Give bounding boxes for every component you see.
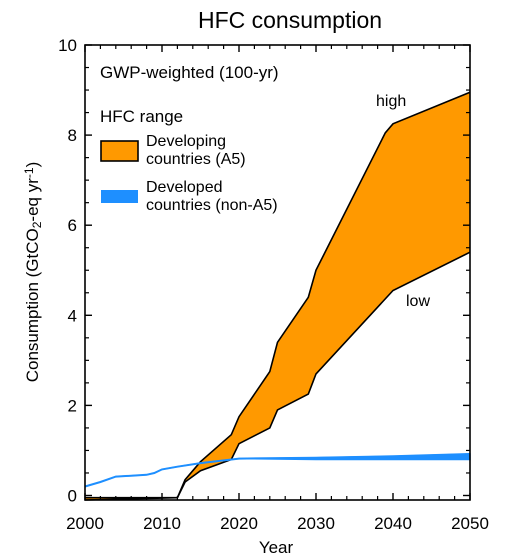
legend-label-developed-line2: countries (non-A5) — [146, 197, 278, 214]
legend: HFC range Developing countries (A5) Deve… — [100, 107, 278, 214]
y-tick-label: 10 — [58, 36, 77, 55]
legend-title: HFC range — [100, 107, 183, 126]
developing-high-line — [85, 91, 471, 499]
y-tick-label: 4 — [68, 306, 77, 325]
legend-label-developed-line1: Developed — [146, 179, 223, 196]
y-tick-label: 6 — [68, 216, 77, 235]
x-tick-label: 2050 — [451, 514, 489, 533]
y-label-end: ) — [23, 162, 42, 168]
x-tick-label: 2040 — [374, 514, 412, 533]
x-tick-label: 2020 — [220, 514, 258, 533]
y-label-sup: -1 — [22, 167, 36, 178]
x-tick-label: 2000 — [66, 514, 104, 533]
legend-swatch-developed — [101, 190, 138, 203]
label-high: high — [376, 93, 406, 110]
y-axis-label: Consumption (GtCO2-eq yr-1) — [22, 162, 44, 383]
axis-ticks: 2000 2010 2020 2030 2040 2050 0 2 4 6 8 10 — [58, 36, 489, 533]
x-tick-label: 2010 — [143, 514, 181, 533]
y-tick-label: 0 — [68, 486, 77, 505]
y-label-sub: 2 — [30, 221, 44, 228]
developing-low-line — [84, 251, 471, 501]
y-tick-label: 2 — [68, 396, 77, 415]
y-label-mid: -eq yr — [23, 178, 42, 222]
label-low: low — [406, 293, 430, 310]
chart-title: HFC consumption — [198, 7, 382, 33]
legend-swatch-developing — [100, 140, 139, 162]
x-tick-label: 2030 — [297, 514, 335, 533]
developing-countries-band — [85, 92, 470, 501]
legend-label-developing-line2: countries (A5) — [146, 151, 246, 168]
developed-countries-line — [84, 453, 471, 488]
gwp-annotation: GWP-weighted (100-yr) — [100, 63, 279, 82]
y-tick-label: 8 — [68, 126, 77, 145]
legend-label-developing-line1: Developing — [146, 133, 226, 150]
y-label-main: Consumption (GtCO — [23, 228, 42, 382]
plot-frame — [84, 44, 471, 501]
x-axis-label: Year — [259, 538, 294, 556]
